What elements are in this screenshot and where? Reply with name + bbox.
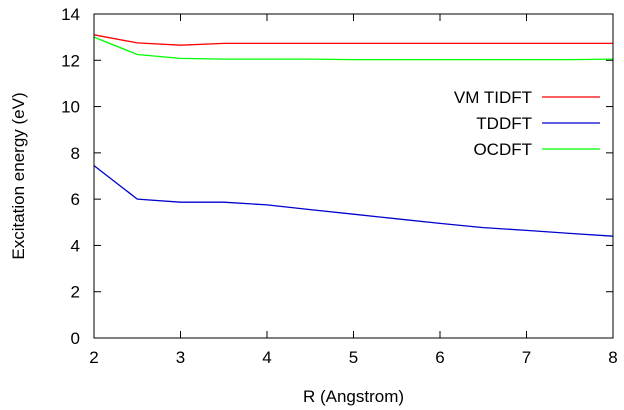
y-tick-label: 2 bbox=[71, 283, 80, 302]
x-tick-label: 7 bbox=[522, 348, 531, 367]
series-line-tddft bbox=[93, 165, 614, 237]
x-tick-label: 4 bbox=[262, 348, 271, 367]
series-line-ocdft bbox=[93, 36, 614, 61]
y-tick-label: 6 bbox=[71, 190, 80, 209]
legend-label-ocdft: OCDFT bbox=[473, 140, 532, 159]
y-axis-label: Excitation energy (eV) bbox=[9, 92, 28, 259]
y-tick-label: 8 bbox=[71, 144, 80, 163]
y-tick-label: 10 bbox=[61, 98, 80, 117]
x-tick-label: 8 bbox=[608, 348, 617, 367]
series-line-vm-tidft bbox=[93, 34, 613, 46]
x-tick-label: 6 bbox=[435, 348, 444, 367]
x-axis-label: R (Angstrom) bbox=[303, 387, 404, 406]
y-tick-label: 0 bbox=[71, 329, 80, 348]
x-tick-label: 2 bbox=[89, 348, 98, 367]
legend: VM TIDFT TDDFT OCDFT bbox=[454, 88, 600, 159]
series-lines bbox=[93, 34, 614, 237]
y-tick-label: 12 bbox=[61, 51, 80, 70]
y-tick-label: 14 bbox=[61, 5, 80, 24]
y-tick-label: 4 bbox=[71, 236, 80, 255]
legend-label-vm-tidft: VM TIDFT bbox=[454, 88, 532, 107]
x-tick-label: 5 bbox=[349, 348, 358, 367]
plot-frame bbox=[93, 13, 614, 339]
x-tick-label: 3 bbox=[176, 348, 185, 367]
legend-label-tddft: TDDFT bbox=[476, 114, 532, 133]
